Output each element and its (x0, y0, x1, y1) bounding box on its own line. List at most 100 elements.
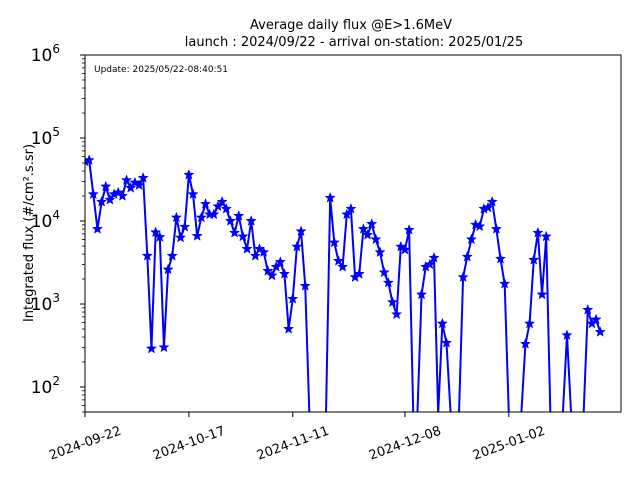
data-point-star (137, 172, 149, 183)
y-axis-label: Integrated flux (#/cm².s.sr) (22, 144, 37, 322)
data-point-star (357, 223, 370, 234)
series-line (85, 159, 602, 412)
data-point-star (366, 218, 378, 229)
data-point-star (382, 276, 394, 288)
data-point-star (424, 258, 436, 270)
data-point-star (474, 220, 486, 232)
data-point-star (95, 195, 108, 207)
data-point-star (150, 226, 162, 238)
data-point-star (183, 168, 195, 180)
data-point-star (170, 211, 183, 223)
data-point-star (282, 323, 295, 334)
data-point-star (523, 317, 536, 329)
data-point-star (536, 288, 548, 300)
x-tick-label: 2024-12-08 (367, 424, 443, 464)
data-point-star (158, 341, 170, 353)
data-point-star (295, 225, 307, 237)
data-point-star (561, 329, 573, 341)
data-point-star (220, 202, 232, 214)
data-point-star (490, 223, 502, 234)
data-point-star (386, 296, 399, 308)
data-point-star (399, 243, 411, 255)
y-tick-label: 106 (31, 42, 60, 66)
data-point-star (528, 253, 540, 265)
data-point-star (436, 317, 448, 329)
data-point-star (258, 246, 270, 258)
data-point-star (287, 293, 299, 304)
data-point-star (341, 208, 353, 220)
data-point-star (145, 342, 158, 354)
y-tick-label: 105 (31, 125, 60, 149)
data-point-star (228, 226, 241, 238)
data-point-star (332, 255, 345, 266)
data-point-star (125, 182, 137, 193)
data-point-star (91, 223, 104, 234)
data-point-star (299, 280, 311, 291)
data-point-star (328, 236, 340, 248)
data-point-star (370, 233, 382, 245)
x-axis: 2024-09-22 2024-10-17 2024-11-11 2024-12-08… (47, 412, 547, 464)
series-layer (85, 154, 606, 412)
data-point-star (378, 266, 390, 278)
x-tick-label: 2025-01-02 (471, 424, 547, 464)
data-point-star (212, 200, 224, 212)
data-point-star (224, 215, 237, 226)
x-tick-label: 2024-10-17 (151, 424, 227, 464)
data-point-star (179, 220, 191, 232)
data-point-star (237, 230, 249, 242)
data-point-star (199, 198, 212, 209)
data-point-star (195, 211, 207, 223)
data-point-star (262, 265, 274, 276)
y-tick-label: 104 (31, 208, 60, 232)
data-point-star (532, 226, 544, 238)
data-point-star (154, 231, 166, 242)
data-point-star (415, 288, 428, 300)
data-point-star (266, 269, 278, 281)
data-point-star (274, 256, 286, 267)
data-point-star (216, 195, 228, 207)
data-point-star (519, 338, 532, 349)
data-point-star (440, 336, 453, 348)
data-point-star (499, 277, 511, 289)
data-point-star (278, 268, 291, 279)
data-point-star (482, 201, 494, 213)
data-point-star (353, 268, 365, 279)
data-point-star (104, 193, 116, 205)
data-point-star (494, 252, 507, 264)
data-point-star (391, 308, 403, 320)
x-tick-label: 2024-11-11 (255, 424, 331, 464)
data-point-star (594, 326, 606, 337)
data-point-star (324, 191, 336, 203)
data-point-star (233, 210, 245, 221)
data-point-star (465, 233, 478, 245)
data-point-star (245, 215, 257, 226)
data-point-star (582, 303, 594, 315)
chart-title-line2: launch : 2024/09/22 - arrival on-station… (185, 35, 523, 50)
data-point-star (374, 246, 386, 258)
data-point-star (166, 249, 178, 261)
data-point-star (87, 188, 99, 200)
data-point-star (133, 179, 145, 190)
data-point-star (345, 202, 357, 214)
chart-title-line1: Average daily flux @E>1.6MeV (250, 18, 452, 33)
data-point-star (361, 229, 374, 240)
update-annotation: Update: 2025/05/22-08:40:51 (94, 65, 228, 75)
data-point-star (249, 249, 261, 261)
x-tick-label: 2024-09-22 (47, 424, 123, 464)
y-tick-label: 103 (31, 291, 60, 315)
data-point-star (241, 243, 253, 254)
y-tick-label: 102 (31, 374, 60, 398)
data-point-star (291, 240, 303, 252)
data-point-star (174, 231, 187, 243)
data-point-star (191, 230, 203, 241)
data-point-star (457, 271, 469, 283)
data-point-star (428, 251, 440, 263)
data-point-star (590, 313, 602, 325)
data-point-star (208, 208, 220, 220)
data-point-star (461, 250, 473, 262)
data-point-star (120, 174, 133, 186)
data-point-star (486, 195, 498, 207)
data-point-star (540, 230, 552, 242)
data-point-star (336, 260, 349, 272)
